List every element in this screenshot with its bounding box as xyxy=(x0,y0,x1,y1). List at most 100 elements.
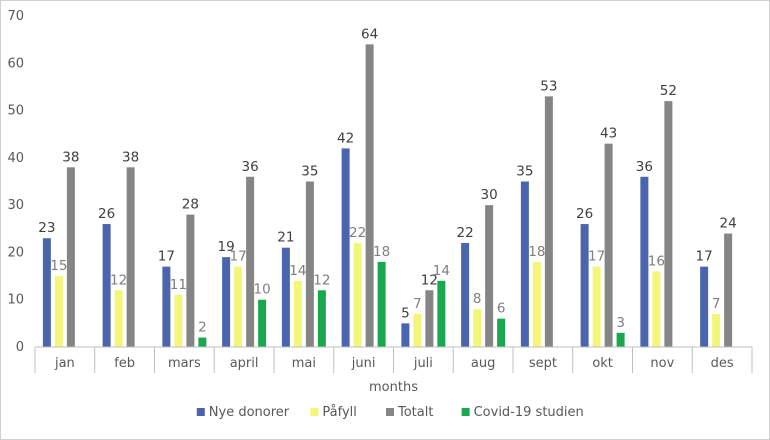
bar-p-fyll-aug xyxy=(473,309,482,347)
bar-p-fyll-nov xyxy=(652,271,661,347)
data-label: 5 xyxy=(401,305,410,321)
bar-totalt-juli xyxy=(425,290,434,347)
x-tick-label: des xyxy=(711,356,734,371)
data-label: 12 xyxy=(421,272,438,288)
bar-p-fyll-juli xyxy=(413,313,422,347)
data-label: 18 xyxy=(373,244,390,260)
data-label: 6 xyxy=(497,301,506,317)
bar-totalt-mars xyxy=(186,214,195,347)
data-label: 17 xyxy=(696,249,713,265)
data-label: 7 xyxy=(712,296,721,312)
bar-totalt-sept xyxy=(544,96,553,347)
data-label: 15 xyxy=(50,258,67,274)
bar-nye-donorer-des xyxy=(700,266,709,347)
x-tick-label: okt xyxy=(592,356,613,371)
bar-p-fyll-mai xyxy=(293,280,302,347)
data-label: 12 xyxy=(110,272,127,288)
x-tick-label: april xyxy=(230,356,259,371)
data-label: 10 xyxy=(254,282,271,298)
data-label: 2 xyxy=(198,320,207,336)
legend-swatch xyxy=(386,408,394,416)
bar-nye-donorer-aug xyxy=(461,242,470,347)
bar-totalt-jan xyxy=(66,167,75,347)
data-label: 14 xyxy=(433,263,450,279)
data-label: 22 xyxy=(349,225,366,241)
data-label: 42 xyxy=(337,130,354,146)
data-label: 36 xyxy=(242,159,259,175)
bar-nye-donorer-sept xyxy=(520,181,529,347)
y-tick-label: 20 xyxy=(7,245,24,260)
data-label: 38 xyxy=(122,149,139,165)
bar-nye-donorer-april xyxy=(222,257,231,347)
data-label: 16 xyxy=(648,253,665,269)
bar-nye-donorer-nov xyxy=(640,176,649,347)
x-tick-label: mars xyxy=(168,356,201,371)
y-tick-label: 70 xyxy=(7,9,24,24)
data-label: 18 xyxy=(528,244,545,260)
legend-label: Covid-19 studien xyxy=(474,405,584,420)
bar-p-fyll-feb xyxy=(114,290,123,347)
data-label: 64 xyxy=(361,26,378,42)
data-label: 3 xyxy=(616,315,625,331)
data-label: 26 xyxy=(576,206,593,222)
data-label: 22 xyxy=(457,225,474,241)
bar-covid-19-studien-mars xyxy=(198,337,207,347)
data-label: 26 xyxy=(98,206,115,222)
bar-totalt-feb xyxy=(126,167,135,347)
y-tick-label: 50 xyxy=(7,104,24,119)
data-label: 14 xyxy=(289,263,306,279)
data-label: 24 xyxy=(720,216,737,232)
x-tick-label: jan xyxy=(54,356,75,371)
y-tick-label: 0 xyxy=(16,340,24,355)
data-label: 8 xyxy=(473,291,482,307)
bar-nye-donorer-mars xyxy=(162,266,171,347)
data-label: 12 xyxy=(313,272,330,288)
data-label: 11 xyxy=(170,277,187,293)
data-label: 36 xyxy=(636,159,653,175)
bar-nye-donorer-feb xyxy=(102,224,111,347)
data-label: 21 xyxy=(277,230,294,246)
x-axis: jan feb mars april mai juni juli aug sept okt nov d… xyxy=(34,346,753,373)
bar-p-fyll-april xyxy=(234,266,243,347)
x-tick-label: mai xyxy=(292,356,316,371)
data-label: 28 xyxy=(182,197,199,213)
bar-nye-donorer-jan xyxy=(42,238,51,347)
data-label: 7 xyxy=(413,296,422,312)
y-tick-label: 60 xyxy=(7,56,24,71)
bar-nye-donorer-juni xyxy=(341,148,350,347)
data-label: 35 xyxy=(516,164,533,180)
data-label: 17 xyxy=(158,249,175,265)
bar-covid-19-studien-juli xyxy=(437,280,446,347)
data-label: 19 xyxy=(218,239,235,255)
legend-swatch xyxy=(310,408,319,416)
bar-nye-donorer-juli xyxy=(401,323,410,347)
bar-p-fyll-des xyxy=(712,313,721,347)
data-label: 35 xyxy=(301,164,318,180)
x-axis-label: months xyxy=(369,380,418,395)
data-label: 52 xyxy=(660,83,677,99)
legend-label: Nye donorer xyxy=(209,405,290,420)
data-label: 23 xyxy=(38,220,55,236)
legend-swatch xyxy=(196,408,205,416)
legend-label: Totalt xyxy=(397,405,433,420)
bars-group xyxy=(42,44,733,347)
y-tick-label: 30 xyxy=(7,198,24,213)
data-label: 30 xyxy=(481,187,498,203)
bar-covid-19-studien-juni xyxy=(377,261,386,347)
bar-p-fyll-mars xyxy=(174,294,183,347)
bar-covid-19-studien-april xyxy=(258,299,267,347)
y-tick-label: 40 xyxy=(7,151,24,166)
bar-totalt-mai xyxy=(305,181,314,347)
bar-covid-19-studien-mai xyxy=(317,290,326,347)
x-tick-label: feb xyxy=(114,356,135,371)
bar-covid-19-studien-okt xyxy=(616,332,625,347)
bar-covid-19-studien-aug xyxy=(497,318,506,347)
data-label: 17 xyxy=(230,249,247,265)
bar-totalt-juni xyxy=(365,44,374,347)
data-label: 43 xyxy=(600,126,617,142)
legend: Nye donorer Påfyll Totalt Covid-19 studien xyxy=(196,405,584,420)
bar-p-fyll-jan xyxy=(54,276,63,347)
data-label: 17 xyxy=(588,249,605,265)
